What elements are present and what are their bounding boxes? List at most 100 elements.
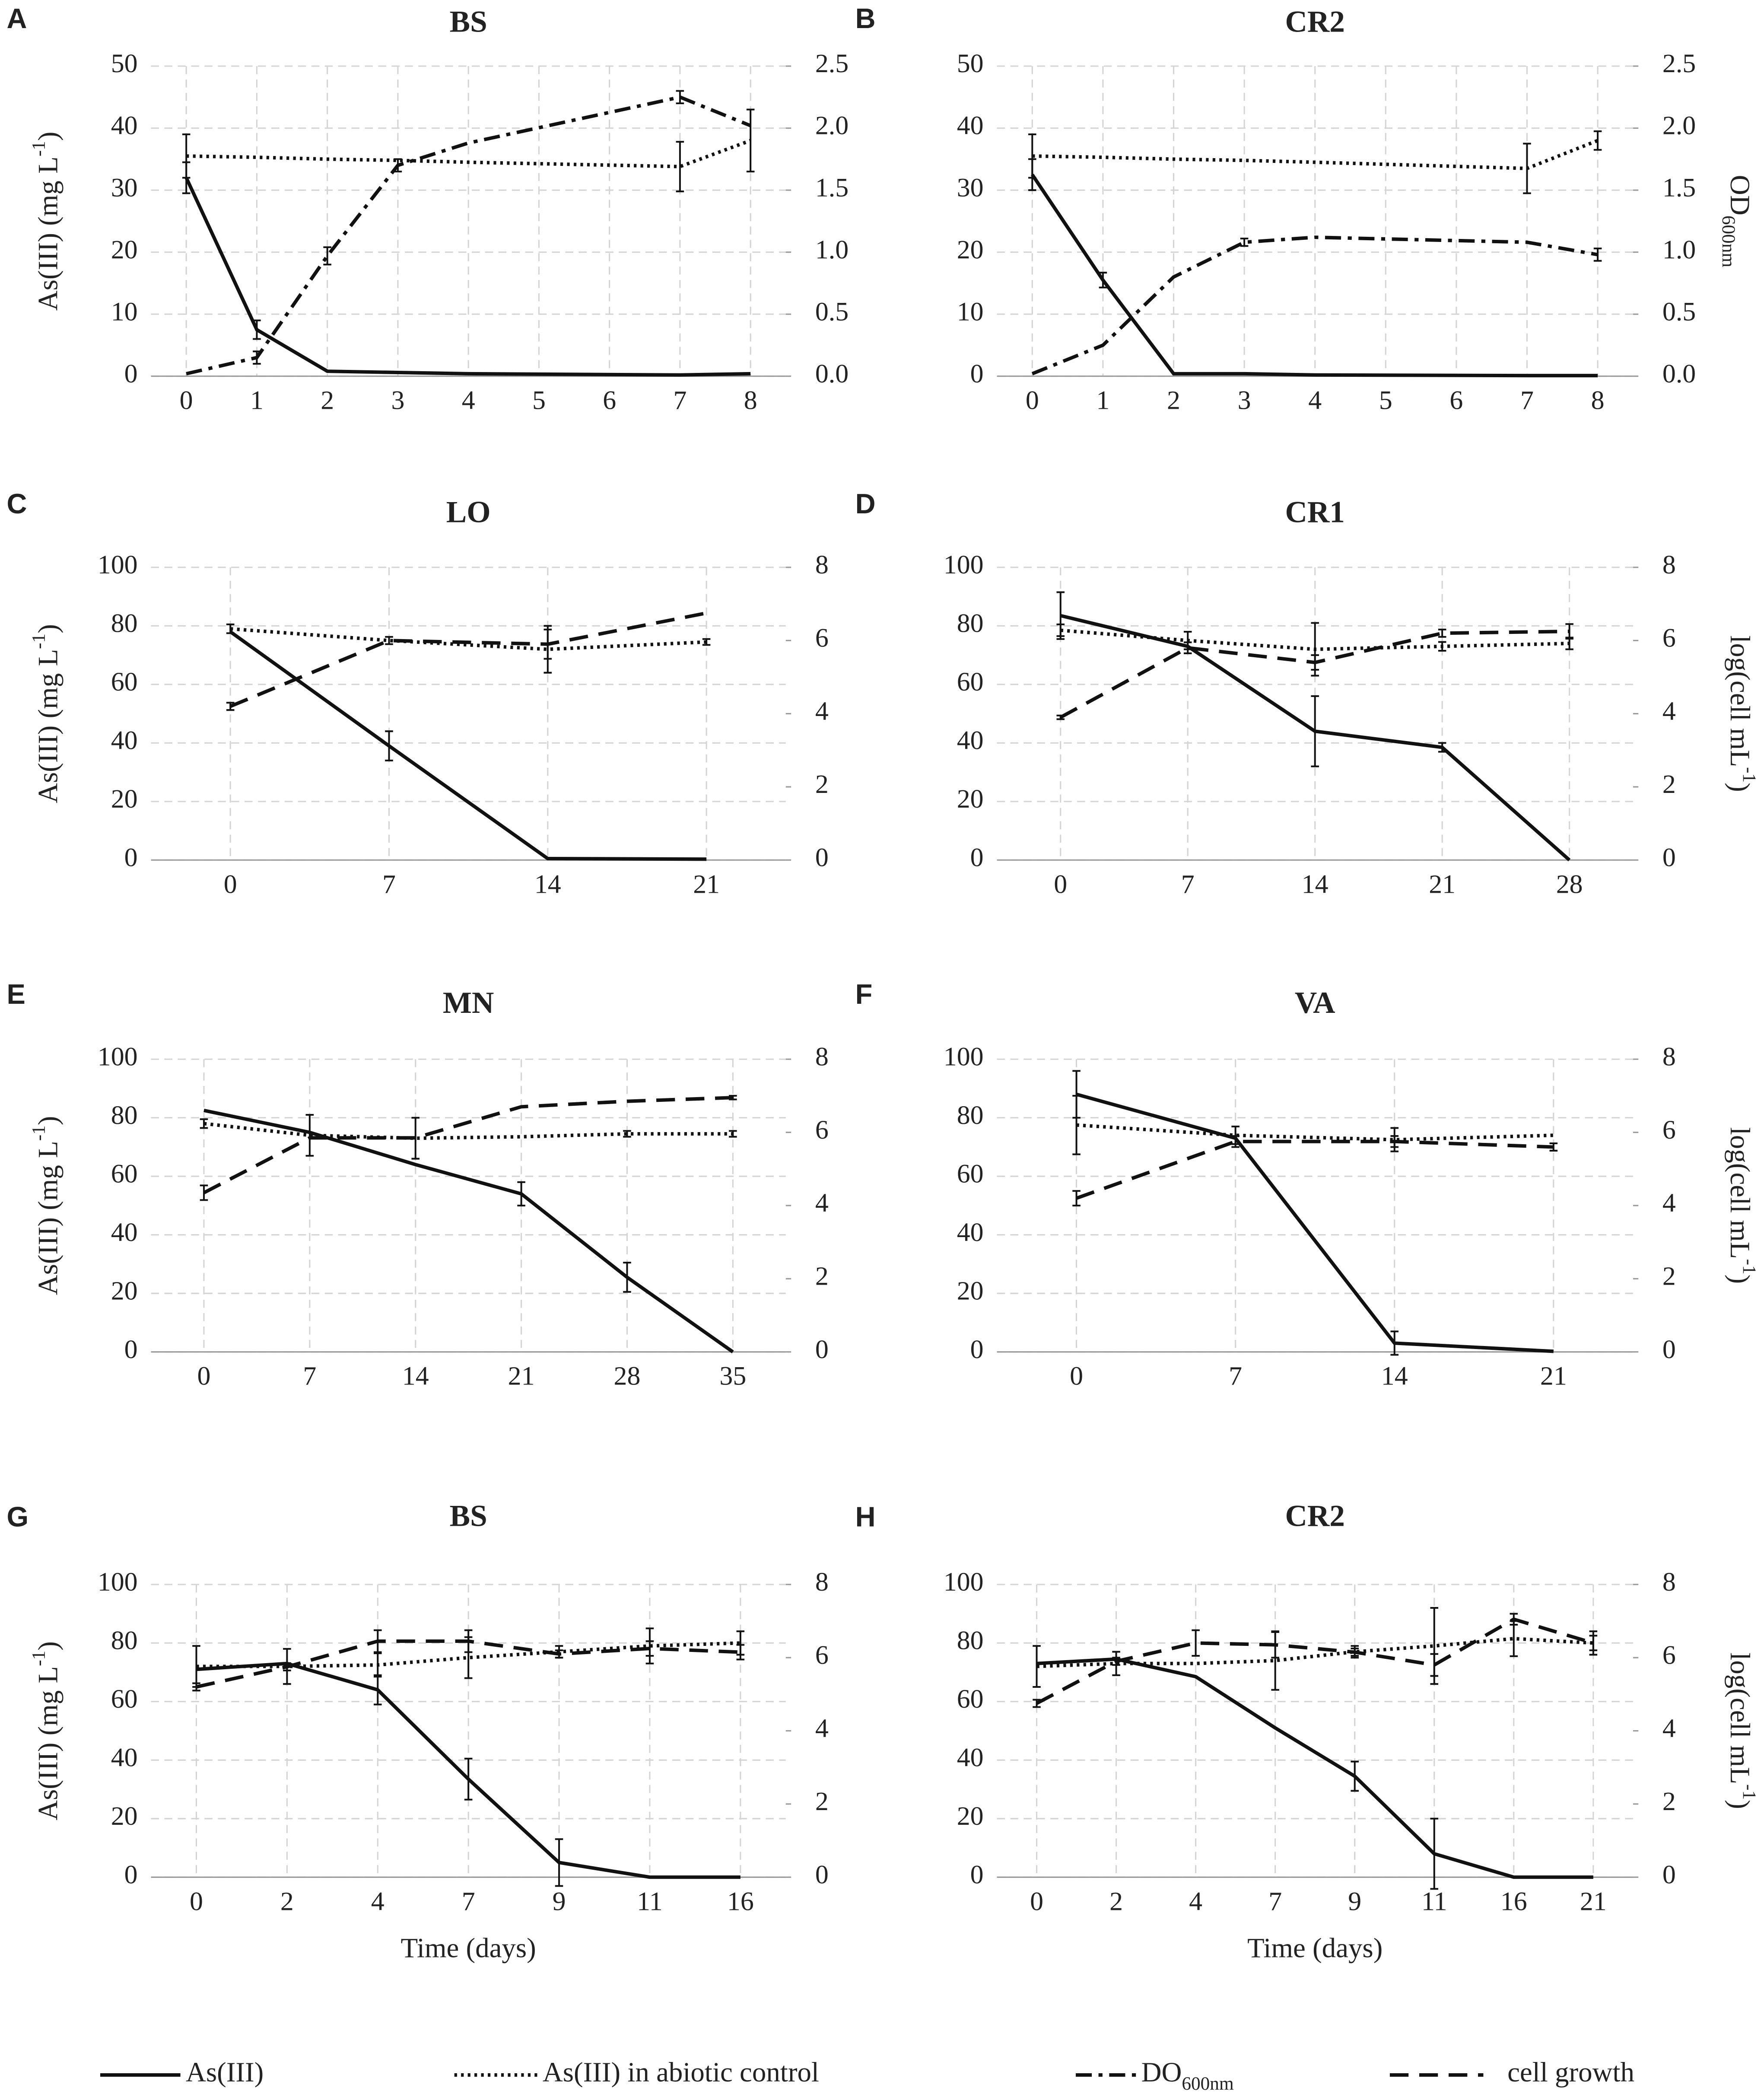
y-tick-label: 80 bbox=[957, 1626, 984, 1655]
panel-title: CR2 bbox=[1285, 5, 1345, 38]
y2-axis-label-part: -1 bbox=[1739, 1259, 1760, 1274]
x-tick-label: 16 bbox=[1500, 1887, 1527, 1916]
y-tick-label: 100 bbox=[944, 550, 984, 579]
y2-tick-label: 1.0 bbox=[1662, 235, 1696, 264]
x-tick-label: 1 bbox=[250, 386, 264, 415]
series-line bbox=[1076, 1092, 1554, 1353]
series-line bbox=[1076, 1139, 1554, 1200]
error-bar bbox=[1549, 1142, 1558, 1152]
y2-tick-label: 2.0 bbox=[1662, 111, 1696, 140]
error-bar bbox=[464, 1629, 473, 1653]
y-tick-label: 40 bbox=[957, 1218, 984, 1247]
y-tick-label: 30 bbox=[111, 173, 138, 202]
x-tick-label: 6 bbox=[1449, 386, 1463, 415]
error-bar bbox=[736, 1644, 745, 1661]
y2-tick-label: 4 bbox=[1662, 1188, 1676, 1218]
y-tick-label: 20 bbox=[957, 1276, 984, 1305]
panel-title: MN bbox=[443, 986, 494, 1020]
y2-tick-label: 6 bbox=[1662, 1115, 1676, 1145]
y2-axis-label-part: log(cell mL bbox=[1724, 1127, 1755, 1259]
x-tick-label: 7 bbox=[462, 1887, 475, 1916]
y-tick-label: 0 bbox=[970, 843, 984, 872]
x-tick-label: 11 bbox=[1421, 1887, 1447, 1916]
y2-tick-label: 4 bbox=[815, 1714, 829, 1743]
error-bar bbox=[226, 624, 235, 634]
y2-tick-label: 4 bbox=[1662, 1714, 1676, 1743]
x-tick-label: 0 bbox=[190, 1887, 203, 1916]
y-tick-label: 100 bbox=[944, 1042, 984, 1071]
y2-axis-label: log(cell mL-1) bbox=[1724, 635, 1760, 792]
x-tick-label: 7 bbox=[1181, 869, 1195, 899]
legend-label: cell growth bbox=[1507, 2057, 1634, 2088]
error-bar bbox=[702, 638, 711, 646]
y2-axis-label-part: -1 bbox=[1739, 1784, 1760, 1800]
y-tick-label: 30 bbox=[957, 173, 984, 202]
y2-tick-label: 0.0 bbox=[1662, 359, 1696, 388]
y-tick-label: 60 bbox=[111, 1684, 138, 1714]
error-bar bbox=[1593, 247, 1602, 262]
error-bar bbox=[192, 1682, 200, 1692]
series-line bbox=[203, 1096, 733, 1194]
y2-axis-label-part: log(cell mL bbox=[1724, 635, 1755, 767]
legend-label-part: DO bbox=[1141, 2057, 1182, 2088]
error-bar bbox=[1033, 1699, 1041, 1708]
error-bar bbox=[253, 350, 261, 365]
y-axis-label-part: As(III) (mg L bbox=[32, 649, 64, 803]
x-tick-label: 8 bbox=[1591, 386, 1605, 415]
y-tick-label: 40 bbox=[111, 1218, 138, 1247]
panel: F VA 0 7 14 21 0 20 40 60 80 100 0 2 4 6 8 bbox=[855, 978, 1676, 1391]
x-tick-label: 14 bbox=[402, 1362, 429, 1391]
y-tick-label: 40 bbox=[957, 1743, 984, 1772]
panel-letter: F bbox=[855, 978, 873, 1010]
y-tick-label: 40 bbox=[957, 111, 984, 140]
y2-tick-label: 0 bbox=[815, 1860, 829, 1889]
y2-tick-label: 0 bbox=[1662, 1860, 1676, 1889]
y2-tick-label: 4 bbox=[1662, 697, 1676, 726]
y2-axis-label-part: ) bbox=[1724, 1275, 1755, 1284]
y-tick-label: 0 bbox=[124, 843, 138, 872]
x-tick-label: 9 bbox=[1348, 1887, 1361, 1916]
y2-tick-label: 8 bbox=[815, 1567, 829, 1597]
error-bar bbox=[323, 246, 331, 266]
x-tick-label: 0 bbox=[1070, 1362, 1083, 1391]
y2-axis-label-part: ) bbox=[1724, 1800, 1755, 1809]
x-tick-label: 14 bbox=[1302, 869, 1329, 899]
y2-tick-label: 8 bbox=[815, 550, 829, 579]
y2-tick-label: 6 bbox=[1662, 1640, 1676, 1670]
x-tick-label: 21 bbox=[693, 869, 720, 899]
x-tick-label: 0 bbox=[1054, 869, 1067, 899]
y-tick-label: 20 bbox=[111, 1801, 138, 1831]
error-bar bbox=[283, 1662, 291, 1671]
panel: G BS 0 2 4 7 9 11 16 0 20 40 60 80 100 0 2 4 6 8 Time (days) bbox=[6, 1499, 828, 1964]
error-bar bbox=[1565, 623, 1573, 640]
y-axis-label-part: As(III) (mg L bbox=[32, 1141, 64, 1295]
y-tick-label: 80 bbox=[957, 1101, 984, 1130]
y2-tick-label: 6 bbox=[1662, 624, 1676, 653]
error-bar bbox=[1033, 1645, 1041, 1688]
x-axis-label: Time (days) bbox=[401, 1932, 536, 1963]
legend-label-part: 600nm bbox=[1182, 2073, 1233, 2094]
error-bar bbox=[1231, 1135, 1240, 1148]
y-axis-label-part: ) bbox=[32, 131, 64, 141]
y2-tick-label: 1.0 bbox=[815, 235, 849, 264]
error-bar bbox=[464, 1757, 473, 1801]
error-bar bbox=[746, 108, 755, 173]
y-axis-label-part: ) bbox=[32, 1641, 64, 1651]
error-bar bbox=[1112, 1657, 1120, 1666]
error-bar bbox=[1099, 271, 1107, 289]
error-bar bbox=[200, 1118, 208, 1129]
x-tick-label: 7 bbox=[1268, 1887, 1282, 1916]
y-tick-label: 60 bbox=[111, 667, 138, 697]
x-tick-label: 14 bbox=[534, 869, 561, 899]
y-axis-label-part: As(III) (mg L bbox=[32, 1666, 64, 1820]
y2-tick-label: 6 bbox=[815, 1640, 829, 1670]
y-axis-label: As(III) (mg L-1) bbox=[28, 624, 64, 803]
y-axis-label-part: As(III) (mg L bbox=[32, 156, 64, 311]
x-tick-label: 5 bbox=[532, 386, 546, 415]
y2-tick-label: 2 bbox=[1662, 770, 1676, 799]
x-tick-label: 3 bbox=[391, 386, 404, 415]
y-tick-label: 100 bbox=[98, 1567, 138, 1597]
y-tick-label: 10 bbox=[111, 297, 138, 326]
y2-tick-label: 0 bbox=[815, 843, 829, 872]
x-tick-label: 1 bbox=[1096, 386, 1109, 415]
